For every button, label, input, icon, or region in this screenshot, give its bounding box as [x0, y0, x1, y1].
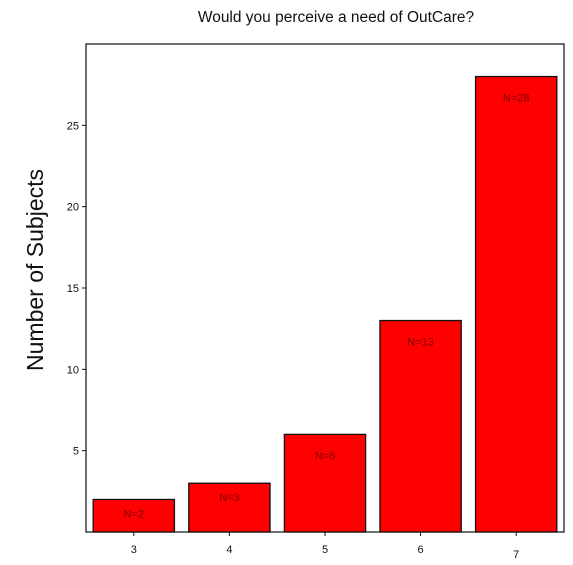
- y-tick-label: 15: [67, 283, 79, 295]
- y-tick-label: 20: [67, 202, 79, 214]
- bar-data-label: N=13: [407, 337, 434, 349]
- bar-data-label: N=2: [124, 508, 145, 520]
- x-tick-label: 6: [418, 544, 424, 556]
- chart-title: Would you perceive a need of OutCare?: [198, 9, 475, 26]
- y-tick-label: 10: [67, 364, 79, 376]
- bar-data-label: N=28: [503, 93, 530, 105]
- x-tick-label: 5: [322, 544, 328, 556]
- y-tick-label: 5: [73, 446, 79, 458]
- bar-6: [379, 319, 462, 533]
- bar-data-labels: N=2 N=3 N=6 N=13 N=28: [124, 93, 530, 521]
- bar-5: [283, 433, 367, 533]
- x-tick-label: 4: [226, 544, 232, 556]
- x-tick-label: 3: [131, 544, 137, 556]
- x-tick-label: 7: [513, 549, 519, 561]
- y-axis-label: Number of Subjects: [22, 169, 48, 371]
- bar-7: [474, 75, 558, 533]
- bar-data-label: N=3: [219, 492, 240, 504]
- bar-series: [92, 75, 558, 533]
- y-tick-label: 25: [67, 120, 79, 132]
- x-axis: 3 4 5 6 7: [131, 532, 519, 561]
- bar-4: [188, 482, 271, 533]
- bar-data-label: N=6: [315, 450, 336, 462]
- y-axis: 5 10 15 20 25: [67, 120, 86, 458]
